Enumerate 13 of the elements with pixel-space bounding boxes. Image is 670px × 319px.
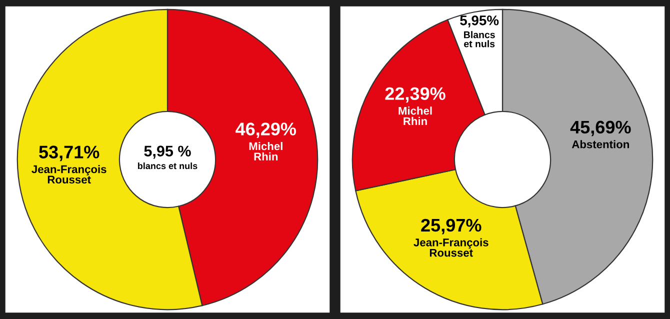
data-label: 46,29% (236, 122, 296, 138)
slice-label: Jean-François Rousset (414, 238, 488, 257)
slice-label: Blancs et nuls (464, 31, 495, 48)
data-label: 22,39% (385, 87, 446, 103)
data-label: 45,69% (570, 120, 631, 136)
data-label: 25,97% (421, 218, 482, 234)
data-label: 5,95% (460, 15, 499, 28)
slice-label: Michel Rhin (398, 106, 432, 125)
slice-label: Jean-François Rousset (32, 165, 106, 184)
slice-label: Abstention (572, 140, 629, 148)
slice-label: Michel Rhin (249, 142, 282, 160)
data-label: 53,71% (39, 146, 100, 162)
text: 5,95 % blancs et nuls (138, 146, 198, 170)
